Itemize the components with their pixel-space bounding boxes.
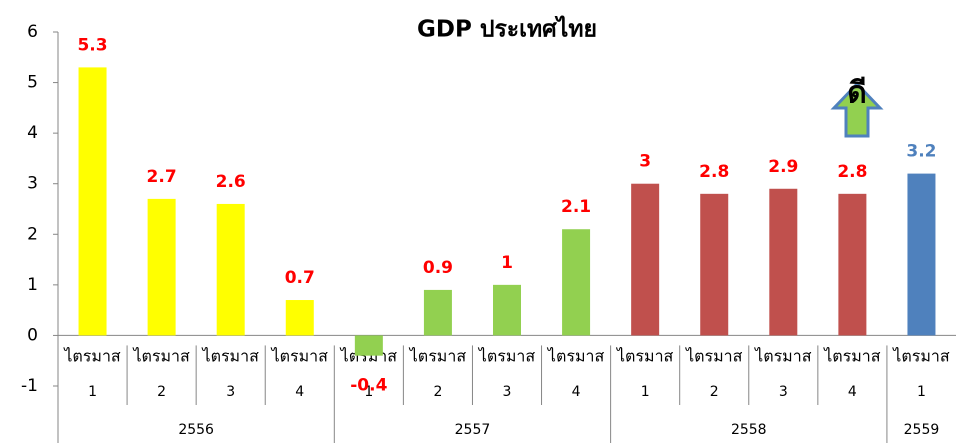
data-label: 2.7 (147, 167, 177, 187)
data-label: 5.3 (77, 35, 107, 55)
x-tick-label: 4 (295, 384, 304, 400)
annotation: ดี (847, 76, 866, 111)
bar (562, 229, 591, 336)
y-tick-label: 2 (27, 224, 38, 244)
x-tick-label: ไตรมาส (615, 347, 674, 366)
y-tick-label: 1 (27, 275, 38, 295)
x-tick-label: ไตรมาส (62, 347, 121, 366)
x-tick-label: 3 (226, 384, 235, 400)
x-tick-label: ไตรมาส (270, 347, 329, 366)
x-tick-label: 1 (917, 384, 926, 400)
x-tick-label: 2 (157, 384, 166, 400)
chart-title: GDP ประเทศไทย (417, 15, 597, 43)
x-tick-label: ไตรมาส (891, 347, 950, 366)
x-tick-label: 3 (503, 384, 512, 400)
data-label: 3 (639, 152, 651, 172)
x-tick-label: 3 (779, 384, 788, 400)
x-tick-label: 4 (848, 384, 857, 400)
group-label: 2557 (455, 422, 491, 438)
up-arrow (830, 81, 884, 138)
bar (354, 335, 383, 356)
x-tick-label: ไตรมาส (131, 347, 190, 366)
y-tick-label: -1 (21, 376, 38, 396)
x-tick-label: 1 (641, 384, 650, 400)
x-tick-label: 4 (572, 384, 581, 400)
group-label: 2558 (731, 422, 767, 438)
bar (631, 183, 660, 336)
data-label: 0.9 (423, 258, 453, 278)
y-tick-label: 6 (27, 22, 38, 42)
data-label: 3.2 (906, 142, 936, 162)
y-tick-label: 0 (27, 325, 38, 345)
data-label: 2.1 (561, 197, 591, 217)
group-label: 2559 (904, 422, 940, 438)
bar (423, 289, 452, 336)
x-tick-label: ไตรมาส (822, 347, 881, 366)
x-tick-label: 2 (433, 384, 442, 400)
bar (216, 203, 245, 336)
bar (78, 67, 107, 336)
data-label: 2.8 (837, 162, 867, 182)
y-tick-label: 5 (27, 73, 38, 93)
bar (907, 173, 936, 336)
data-label: 2.9 (768, 157, 798, 177)
x-tick-label: ไตรมาส (477, 347, 536, 366)
bar (285, 300, 314, 336)
y-tick-label: 3 (27, 174, 38, 194)
data-label: 2.6 (216, 172, 246, 192)
bar (147, 198, 176, 336)
data-label: 2.8 (699, 162, 729, 182)
x-tick-label: ไตรมาส (684, 347, 743, 366)
y-tick-label: 4 (27, 123, 38, 143)
x-tick-label: ไตรมาส (408, 347, 467, 366)
x-tick-label: 1 (364, 384, 373, 400)
bar (838, 193, 867, 336)
x-tick-label: ไตรมาส (546, 347, 605, 366)
x-tick-label: 2 (710, 384, 719, 400)
bar (769, 188, 798, 336)
data-label: 1 (501, 253, 513, 273)
data-label: -0.4 (350, 376, 387, 396)
x-tick-label: 1 (88, 384, 97, 400)
bar (700, 193, 729, 336)
group-label: 2556 (178, 422, 214, 438)
x-tick-label: ไตรมาส (201, 347, 260, 366)
data-label: 0.7 (285, 268, 315, 288)
x-tick-label: ไตรมาส (753, 347, 812, 366)
bar (493, 284, 521, 336)
